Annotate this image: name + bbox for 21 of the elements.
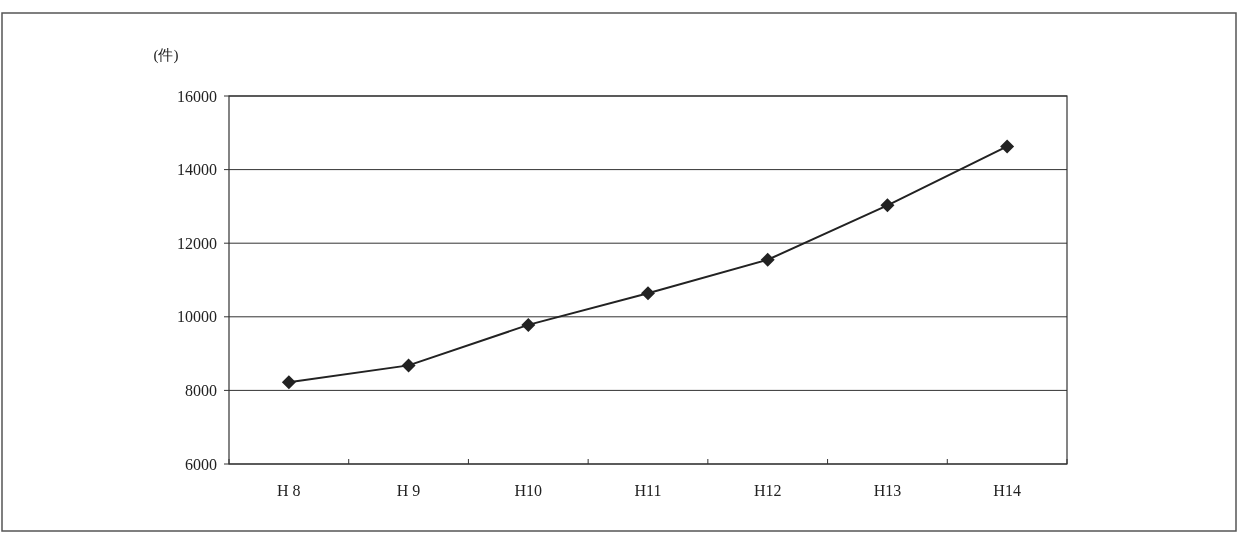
x-tick-label: H 8	[277, 482, 301, 499]
y-tick-label: 8000	[185, 382, 217, 399]
x-tick-label: H11	[634, 482, 662, 499]
x-tick-label: H 9	[396, 482, 421, 499]
point	[760, 252, 775, 267]
point	[281, 375, 296, 390]
y-tick-label: 6000	[185, 455, 217, 473]
y-axis-title: (件)	[153, 47, 179, 64]
point	[1000, 139, 1015, 154]
y-tick-label: 12000	[177, 234, 217, 252]
point	[880, 198, 895, 213]
y-tick-label: 16000	[177, 87, 217, 105]
x-tick-label: H14	[993, 482, 1021, 499]
y-tick-label: 14000	[177, 161, 217, 179]
x-tick-label: H12	[753, 482, 782, 499]
point	[521, 317, 536, 332]
point	[401, 358, 416, 373]
point	[641, 286, 655, 301]
y-tick-label: 10000	[177, 308, 217, 326]
x-tick-label: H13	[873, 482, 902, 499]
x-tick-label: H10	[514, 482, 543, 499]
